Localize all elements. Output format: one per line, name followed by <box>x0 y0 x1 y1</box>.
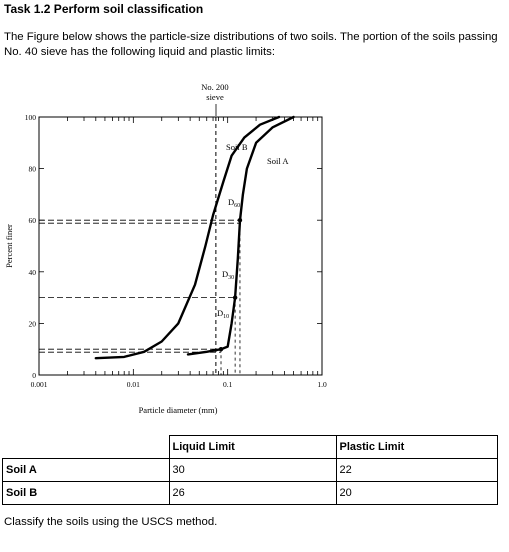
d10-label: D10 <box>217 308 229 320</box>
soil-b-liquid-limit: 26 <box>168 481 337 505</box>
y-tick-label: 40 <box>29 268 37 277</box>
x-tick-label: 0.001 <box>31 380 48 389</box>
x-tick-labels: 0.001 0.01 0.1 1.0 <box>31 380 327 389</box>
x-axis-label: Particle diameter (mm) <box>139 405 218 415</box>
reference-lines <box>39 219 241 375</box>
y-tick-label: 0 <box>32 371 36 380</box>
soil-a-curve <box>186 115 295 356</box>
y-axis-label: Percent finer <box>4 224 14 268</box>
grain-size-chart: 0.001 0.01 0.1 1.0 0 20 40 60 80 100 No. 200 sie… <box>4 82 327 415</box>
x-tick-label: 0.01 <box>127 380 140 389</box>
y-tick-label: 100 <box>25 113 37 122</box>
intro-paragraph: The Figure below shows the particle-size… <box>4 31 498 58</box>
curves <box>94 115 295 360</box>
y-tick-label: 80 <box>29 165 37 174</box>
y-ticks <box>39 116 322 376</box>
soil-a-label: Soil A <box>267 156 289 166</box>
d-markers <box>218 218 243 352</box>
d60-label: D60 <box>228 197 240 209</box>
sieve-label-line1: No. 200 <box>201 82 228 92</box>
table-corner <box>2 435 170 459</box>
d-point-marker <box>218 347 224 352</box>
y-tick-labels: 0 20 40 60 80 100 <box>25 113 37 380</box>
d-point-marker <box>232 295 238 300</box>
sieve-label-line2: sieve <box>206 92 224 102</box>
x-minor-ticks <box>38 117 319 375</box>
soil-a-plastic-limit: 22 <box>335 458 498 482</box>
soil-b-label: Soil B <box>226 142 248 152</box>
x-tick-label: 0.1 <box>223 380 233 389</box>
liquid-limit-header: Liquid Limit <box>168 435 337 459</box>
limits-table: Liquid Limit Plastic Limit Soil A 30 22 … <box>2 435 498 505</box>
y-tick-label: 60 <box>29 216 37 225</box>
table-header-row: Liquid Limit Plastic Limit <box>2 435 498 459</box>
soil-b-plastic-limit: 20 <box>335 481 498 505</box>
soil-b-row-label: Soil B <box>2 481 170 505</box>
d30-label: D30 <box>222 269 234 281</box>
table-row: Soil A 30 22 <box>2 458 498 482</box>
x-tick-label: 1.0 <box>317 380 327 389</box>
closing-instruction: Classify the soils using the USCS method… <box>4 516 218 528</box>
table-row: Soil B 26 20 <box>2 481 498 505</box>
plastic-limit-header: Plastic Limit <box>335 435 498 459</box>
plot-frame <box>38 116 323 376</box>
soil-b-curve <box>94 115 281 360</box>
y-tick-label: 20 <box>29 319 37 328</box>
task-title: Task 1.2 Perform soil classification <box>4 2 204 16</box>
soil-a-liquid-limit: 30 <box>168 458 337 482</box>
soil-a-row-label: Soil A <box>2 458 170 482</box>
d-point-marker <box>237 218 243 223</box>
